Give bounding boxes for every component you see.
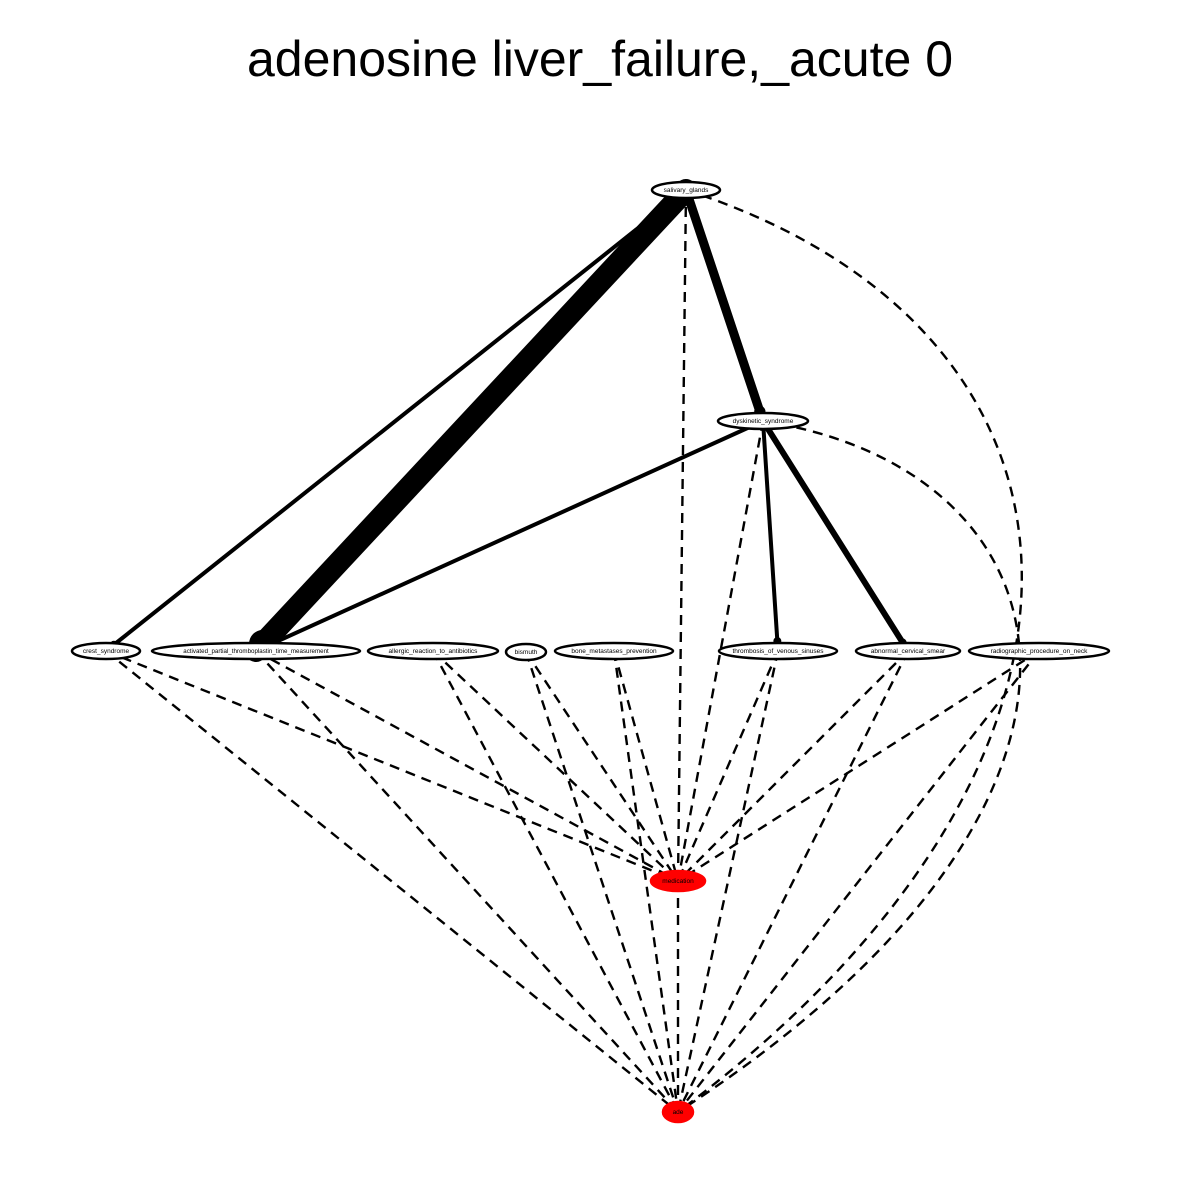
edge-dyskinetic_syndrome-to-thrombosis [761, 419, 780, 653]
node-cervical: abnormal_cervical_smear [854, 641, 962, 661]
edge-allergic-to-ade [431, 650, 680, 1113]
node-bone: bone_metastases_prevention [553, 641, 675, 661]
edge-bone-to-ade [612, 650, 680, 1113]
edge-salivary_glands-to-medication [676, 189, 688, 882]
edge-allergic-to-medication [432, 650, 679, 882]
node-label-medication: medication [662, 878, 694, 885]
node-ade: ade [661, 1100, 695, 1124]
node-medication: medication [649, 869, 707, 893]
edges-layer [104, 179, 1040, 1114]
node-label-salivary_glands: salivary_glands [664, 187, 710, 194]
edge-aptt-to-ade [255, 650, 679, 1113]
node-shape-thrombosis [717, 641, 839, 661]
node-bismuth: bismuth [504, 642, 548, 662]
node-allergic: allergic_reaction_to_antibiotics [366, 641, 500, 661]
node-label-bone: bone_metastases_prevention [571, 648, 657, 655]
edge-dyskinetic_syndrome-to-aptt [254, 419, 765, 653]
node-label-ade: ade [673, 1109, 684, 1116]
node-shape-cervical [854, 641, 962, 661]
node-shape-allergic [366, 641, 500, 661]
node-label-crest_syndrome: crest_syndrome [83, 648, 130, 655]
node-shape-dyskinetic_syndrome [716, 411, 810, 431]
edge-bismuth-to-ade [524, 651, 680, 1113]
edge-crest_syndrome-to-medication [105, 649, 679, 883]
node-aptt: activated_partial_thromboplastin_time_me… [150, 641, 362, 661]
edge-salivary_glands-to-aptt [245, 179, 697, 662]
node-salivary_glands: salivary_glands [650, 180, 722, 200]
edge-salivary_glands-to-ade [677, 188, 1023, 1113]
node-dyskinetic_syndrome: dyskinetic_syndrome [716, 411, 810, 431]
edge-dyskinetic_syndrome-to-medication [676, 420, 765, 882]
node-shape-medication [649, 869, 707, 893]
node-crest_syndrome: crest_syndrome [70, 641, 142, 661]
node-label-dyskinetic_syndrome: dyskinetic_syndrome [733, 418, 794, 425]
node-label-aptt: activated_partial_thromboplastin_time_me… [183, 648, 329, 655]
node-shape-ade [661, 1100, 695, 1124]
node-shape-salivary_glands [650, 180, 722, 200]
edge-bismuth-to-medication [525, 651, 679, 882]
node-shape-bismuth [504, 642, 548, 662]
node-shape-crest_syndrome [70, 641, 142, 661]
edge-radiographic-to-ade [677, 650, 1040, 1113]
edge-thrombosis-to-ade [676, 650, 780, 1113]
edge-bone-to-medication [612, 650, 680, 882]
node-radiographic: radiographic_procedure_on_neck [967, 641, 1111, 661]
node-shape-radiographic [967, 641, 1111, 661]
node-thrombosis: thrombosis_of_venous_sinuses [717, 641, 839, 661]
node-label-radiographic: radiographic_procedure_on_neck [991, 648, 1089, 655]
edge-crest_syndrome-to-ade [105, 650, 679, 1113]
edge-radiographic-to-medication [677, 649, 1040, 883]
node-label-allergic: allergic_reaction_to_antibiotics [389, 648, 479, 655]
edge-thrombosis-to-medication [676, 650, 780, 882]
node-shape-aptt [150, 641, 362, 661]
node-label-cervical: abnormal_cervical_smear [871, 648, 946, 655]
edge-cervical-to-medication [677, 650, 909, 882]
edge-salivary_glands-to-dyskinetic_syndrome [681, 185, 768, 426]
node-label-thrombosis: thrombosis_of_venous_sinuses [732, 648, 824, 655]
edge-dyskinetic_syndrome-to-cervical [760, 418, 911, 654]
edge-cervical-to-ade [676, 650, 910, 1113]
nodes-layer: salivary_glands dyskinetic_syndrome crest_… [70, 180, 1111, 1124]
edge-salivary_glands-to-crest_syndrome [104, 188, 688, 653]
edge-aptt-to-medication [255, 649, 679, 883]
graph-title: adenosine liver_failure,_acute 0 [246, 31, 954, 87]
node-label-bismuth: bismuth [515, 649, 538, 656]
node-shape-bone [553, 641, 675, 661]
